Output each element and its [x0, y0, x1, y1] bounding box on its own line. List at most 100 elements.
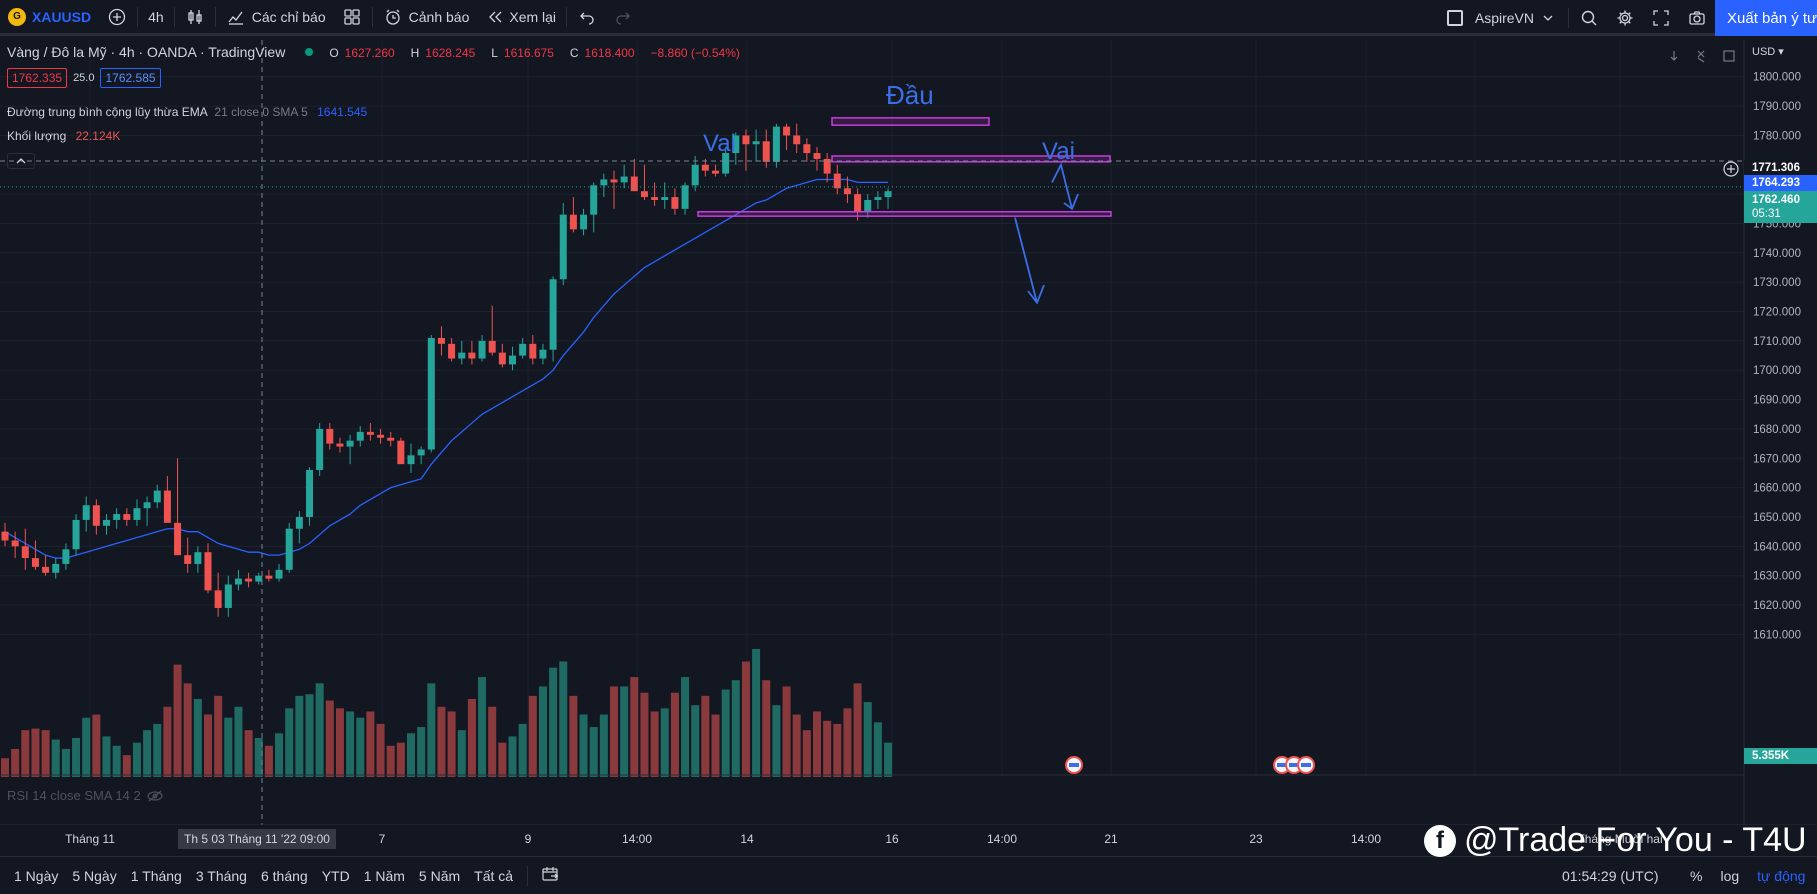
volume-bar — [396, 742, 405, 777]
head-box — [831, 117, 990, 126]
goto-date-button[interactable] — [542, 866, 560, 885]
collapse-icon[interactable] — [1697, 50, 1705, 63]
breakdown-arrow — [1014, 217, 1038, 303]
series-title[interactable]: Vàng / Đô la Mỹ · 4h · OANDA · TradingVi… — [7, 44, 286, 60]
layouts-button[interactable] — [334, 0, 370, 35]
price-tick-label: 1640.000 — [1753, 541, 1801, 553]
time-label: 14:00 — [986, 832, 1018, 846]
price-chart[interactable]: 1800.0001790.0001780.0001770.0001760.000… — [0, 40, 1817, 825]
range-1y-button[interactable]: 1 Năm — [363, 867, 405, 884]
undo-button[interactable] — [569, 0, 605, 35]
pane-controls[interactable] — [1668, 48, 1742, 64]
candle-body — [681, 185, 689, 209]
range-5d-button[interactable]: 5 Ngày — [72, 867, 117, 884]
replay-button[interactable]: Xem lại — [477, 0, 564, 35]
price-tick-label: 1670.000 — [1753, 453, 1801, 465]
hidden-eye-icon[interactable] — [147, 790, 163, 802]
indicators-button[interactable]: Các chỉ báo — [218, 0, 334, 35]
time-axis[interactable]: Tháng 11 7 9 14:00 14 16 14:00 21 23 14:… — [0, 828, 1745, 850]
range-5y-button[interactable]: 5 Năm — [418, 867, 461, 884]
range-all-button[interactable]: Tất cả — [474, 867, 514, 884]
chart-style-button[interactable] — [177, 0, 213, 35]
candle-body — [407, 455, 415, 465]
gear-icon — [1615, 8, 1635, 28]
head-label[interactable]: Đầu — [886, 80, 934, 110]
volume-bar — [427, 683, 436, 777]
log-scale-button[interactable]: log — [1720, 868, 1740, 884]
volume-bar — [132, 742, 141, 777]
time-label: 23 — [1249, 832, 1263, 846]
add-alert-button[interactable] — [1723, 161, 1739, 182]
range-ytd-button[interactable]: YTD — [321, 867, 350, 884]
range-3m-button[interactable]: 3 Tháng — [195, 867, 247, 884]
candle-body — [214, 590, 222, 608]
fullscreen-button[interactable] — [1643, 0, 1679, 36]
layout-account-selector[interactable]: AspireVN — [1439, 0, 1566, 36]
candle-body — [569, 214, 577, 230]
range-1d-button[interactable]: 1 Ngày — [14, 867, 59, 884]
compare-symbol-button[interactable] — [99, 0, 135, 35]
economic-events[interactable] — [1065, 756, 1315, 774]
toolbar-right-group: AspireVN — [1439, 0, 1715, 36]
percent-scale-button[interactable]: % — [1690, 868, 1703, 884]
candle-body — [306, 470, 313, 517]
snapshot-button[interactable] — [1679, 0, 1715, 36]
symbol-name: XAUUSD — [32, 8, 92, 25]
candle-body — [762, 141, 770, 162]
candle-body — [712, 170, 719, 174]
right-shoulder-label[interactable]: Vai — [1042, 138, 1075, 165]
layout-checkbox[interactable] — [1446, 10, 1463, 26]
time-label: 16 — [885, 832, 899, 846]
candle-body — [255, 575, 263, 582]
volume-indicator-legend[interactable]: Khối lượng 22.124K — [7, 129, 120, 143]
alerts-button[interactable]: Cảnh báo — [375, 0, 478, 35]
volume-bar — [376, 723, 385, 777]
candle-body — [580, 214, 588, 230]
candle-body — [11, 540, 19, 547]
candlestick-series — [1, 123, 892, 617]
change-value: −8.860 (−0.54%) — [650, 46, 740, 60]
search-button[interactable] — [1571, 0, 1607, 36]
volume-bar — [884, 742, 893, 777]
price-tick-label: 1630.000 — [1753, 571, 1801, 583]
settings-button[interactable] — [1607, 0, 1643, 36]
candle-body — [285, 528, 293, 570]
plus-circle-icon — [1723, 161, 1739, 177]
auto-scale-button[interactable]: tự động — [1757, 868, 1806, 884]
publish-idea-button[interactable]: Xuất bản ý tư — [1715, 0, 1817, 36]
pattern-drawings[interactable] — [697, 117, 1112, 305]
volume-bar — [670, 692, 679, 777]
left-shoulder-label[interactable]: Vai — [703, 130, 736, 157]
volume-bar — [599, 714, 608, 777]
volume-bar — [92, 714, 101, 777]
utc-clock[interactable]: 01:54:29 (UTC) — [1562, 868, 1659, 884]
volume-bar — [295, 695, 304, 777]
volume-bar — [569, 695, 578, 777]
symbol-search-button[interactable]: G XAUUSD — [0, 0, 99, 35]
volume-bar — [305, 694, 314, 777]
ema-indicator-legend[interactable]: Đường trung bình cộng lũy thừa EMA 21 cl… — [7, 105, 367, 119]
legend-collapse-button[interactable] — [7, 153, 35, 169]
maximize-icon[interactable] — [1723, 50, 1735, 62]
scale-options: % log tự động — [1690, 857, 1805, 894]
redo-button[interactable] — [605, 0, 641, 35]
rsi-indicator-legend[interactable]: RSI 14 close SMA 14 2 — [7, 788, 163, 803]
currency-selector[interactable]: USD ▾ — [1752, 46, 1784, 58]
candle-body — [874, 197, 882, 201]
arrow-head — [1063, 193, 1079, 211]
time-label: 9 — [524, 832, 532, 846]
range-1m-button[interactable]: 1 Tháng — [130, 867, 182, 884]
price-tick-label: 1740.000 — [1753, 248, 1801, 260]
candle-body — [21, 546, 29, 559]
candle-body — [427, 337, 435, 450]
volume-bar — [711, 714, 720, 777]
toolbar-divider — [137, 6, 139, 27]
move-down-icon[interactable] — [1670, 51, 1678, 61]
crosshair-price-label: 1771.306 — [1744, 160, 1817, 176]
buy-price-button[interactable]: 1762.585 — [100, 68, 161, 88]
candle-body — [539, 349, 547, 359]
interval-button[interactable]: 4h — [148, 8, 164, 25]
range-6m-button[interactable]: 6 tháng — [260, 867, 308, 884]
sell-price-button[interactable]: 1762.335 — [7, 68, 68, 88]
volume-bar — [285, 708, 294, 777]
